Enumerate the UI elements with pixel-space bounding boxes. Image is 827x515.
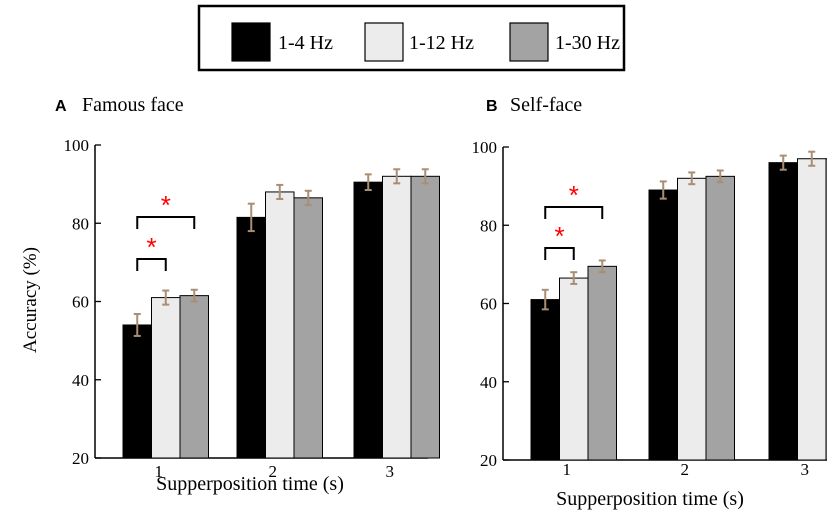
panel-a-title: Famous face bbox=[82, 94, 184, 116]
panel-a-x-tick-label: 1 bbox=[155, 462, 164, 481]
panel-b-title: Self-face bbox=[510, 94, 582, 116]
panel-a-y-tick-label: 60 bbox=[72, 293, 89, 312]
panel-b-bar bbox=[705, 175, 735, 461]
panel-b-y-tick-label: 60 bbox=[480, 295, 497, 314]
panel-a-y-tick-label: 80 bbox=[72, 214, 89, 233]
legend-swatch-1-12hz bbox=[364, 22, 404, 62]
panel-a-bar bbox=[353, 181, 383, 459]
panel-a-y-tick-label: 100 bbox=[64, 136, 90, 155]
panel-b-significance-bracket bbox=[544, 247, 575, 260]
panel-b-significance-star: * bbox=[569, 180, 579, 210]
panel-a-bar bbox=[293, 197, 323, 459]
panel-b-bar bbox=[530, 299, 560, 461]
panel-a-bar bbox=[382, 175, 412, 459]
panel-b-y-tick-label: 100 bbox=[472, 138, 498, 157]
panel-a-bar bbox=[179, 295, 209, 459]
panel-b-significance-star: * bbox=[554, 221, 564, 251]
panel-a-significance-bracket bbox=[136, 216, 196, 229]
panel-b-significance-bracket bbox=[544, 206, 604, 219]
panel-a: A Famous face Accuracy (%) Supperpositio… bbox=[20, 94, 440, 495]
panel-a-y-tick-label: 40 bbox=[72, 371, 89, 390]
panel-a-xlabel: Supperposition time (s) bbox=[156, 473, 344, 495]
panel-a-bar bbox=[410, 175, 440, 459]
panel-a-x-tick-label: 3 bbox=[386, 462, 395, 481]
panel-a-bar bbox=[151, 297, 181, 459]
panel-b-bar bbox=[587, 265, 617, 461]
panel-a-letter: A bbox=[55, 98, 67, 115]
panel-b-bar bbox=[648, 189, 678, 461]
panel-a-x-tick-label: 2 bbox=[269, 462, 278, 481]
panel-b-xlabel: Supperposition time (s) bbox=[556, 488, 744, 510]
panel-a-bar bbox=[265, 191, 295, 459]
panel-b-bar bbox=[677, 177, 707, 461]
legend-label-1-30hz: 1-30 Hz bbox=[555, 32, 620, 54]
panel-b-x-tick-label: 2 bbox=[681, 460, 690, 479]
panel-b: B Self-face Supperposition time (s) 20 40… bbox=[472, 94, 827, 510]
panel-b-y-tick-label: 20 bbox=[480, 451, 497, 470]
legend-swatch-1-4hz bbox=[231, 22, 271, 62]
legend-swatch-1-30hz bbox=[509, 22, 549, 62]
panel-a-bar bbox=[236, 216, 266, 459]
panel-b-bar bbox=[768, 162, 798, 461]
panel-b-letter: B bbox=[486, 98, 498, 115]
panel-b-y-tick-label: 80 bbox=[480, 216, 497, 235]
panel-a-y-tick-label: 20 bbox=[72, 449, 89, 468]
panel-a-bar bbox=[122, 324, 152, 459]
panel-a-significance-bracket bbox=[136, 258, 167, 271]
panel-a-significance-star: * bbox=[161, 190, 171, 220]
panel-a-significance-star: * bbox=[146, 232, 156, 262]
panel-b-bar bbox=[797, 158, 827, 461]
panel-b-x-tick-label: 1 bbox=[563, 460, 572, 479]
panel-b-x-tick-label: 3 bbox=[801, 460, 810, 479]
panel-b-bar bbox=[559, 277, 589, 461]
legend: 1-4 Hz 1-12 Hz 1-30 Hz bbox=[197, 4, 626, 72]
legend-label-1-4hz: 1-4 Hz bbox=[278, 32, 333, 54]
panel-b-y-tick-label: 40 bbox=[480, 373, 497, 392]
panel-a-ylabel: Accuracy (%) bbox=[20, 247, 41, 353]
legend-label-1-12hz: 1-12 Hz bbox=[409, 32, 474, 54]
